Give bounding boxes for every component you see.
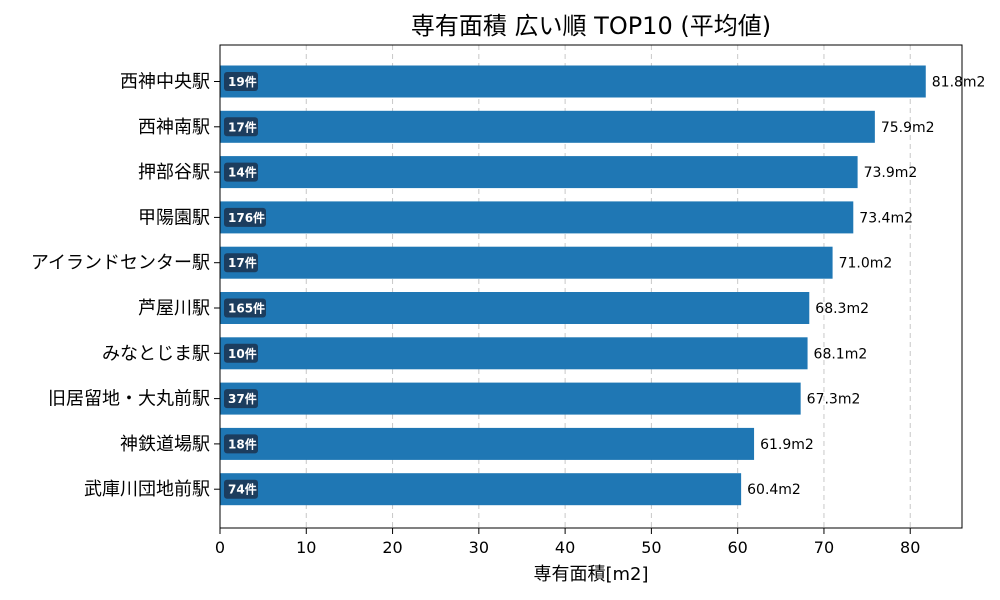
bar [220,246,833,279]
value-label: 60.4m2 [747,482,801,498]
category-label: みなとじま駅 [102,343,210,364]
count-badge [224,479,258,499]
count-badge-label: 14件 [228,165,257,180]
x-tick-label: 10 [296,538,316,557]
count-badge-label: 17件 [228,255,257,270]
count-badge-label: 74件 [228,482,257,497]
x-tick-label: 70 [814,538,834,557]
bar [220,473,742,506]
category-label: 押部谷駅 [138,162,210,183]
count-badge [224,162,258,182]
x-tick-label: 80 [900,538,920,557]
x-axis-label: 専有面積[m2] [533,564,648,585]
count-badge-label: 17件 [228,119,257,134]
count-badge [224,117,258,137]
count-badge-label: 165件 [228,301,265,316]
count-badge [224,207,266,227]
value-label: 61.9m2 [760,437,814,453]
category-label: 旧居留地・大丸前駅 [48,389,210,410]
category-label: 西神中央駅 [120,72,210,93]
count-badge-label: 176件 [228,210,265,225]
category-label: アイランドセンター駅 [31,253,210,274]
bar [220,201,854,234]
bar [220,65,926,98]
x-axis-ticks: 0 10 20 30 40 50 60 70 80 [215,528,920,557]
bar [220,382,801,415]
category-label: 神鉄道場駅 [120,434,210,455]
count-badge-label: 18件 [228,436,257,451]
category-label: 武庫川団地前駅 [84,479,210,500]
value-label: 71.0m2 [839,256,893,272]
count-badge [224,298,266,318]
count-badge-label: 10件 [228,346,257,361]
value-label: 73.4m2 [859,210,913,226]
count-badge-label: 19件 [228,74,257,89]
bar [220,156,858,189]
x-tick-label: 0 [215,538,225,557]
category-label: 芦屋川駅 [138,298,210,319]
y-axis-categories: 西神中央駅西神南駅押部谷駅甲陽園駅アイランドセンター駅芦屋川駅みなとじま駅旧居留… [31,72,220,500]
bar [220,110,875,143]
x-tick-label: 60 [727,538,747,557]
count-badge [224,253,258,273]
bar [220,427,755,460]
bar [220,337,808,370]
count-badge-label: 37件 [228,391,257,406]
count-badge [224,72,258,91]
category-label: 西神南駅 [138,117,210,138]
chart-title: 専有面積 広い順 TOP10 (平均値) [411,12,771,40]
bars: 19件 81.8m2 17件 75.9m2 14件 73.9m2 176件 73.4m2 17件… [220,65,986,506]
bar [220,292,810,324]
category-label: 甲陽園駅 [138,207,210,228]
count-badge [224,389,258,409]
value-label: 75.9m2 [881,120,935,136]
plot-frame [219,44,963,529]
x-tick-label: 20 [382,538,402,557]
value-label: 68.3m2 [815,301,869,317]
x-tick-label: 30 [469,538,489,557]
x-tick-label: 40 [555,538,575,557]
value-label: 73.9m2 [864,165,918,181]
value-label: 68.1m2 [814,346,868,362]
x-tick-label: 50 [641,538,661,557]
count-badge [224,343,258,363]
value-label: 81.8m2 [932,75,986,91]
count-badge [224,434,258,454]
value-label: 67.3m2 [807,392,861,408]
